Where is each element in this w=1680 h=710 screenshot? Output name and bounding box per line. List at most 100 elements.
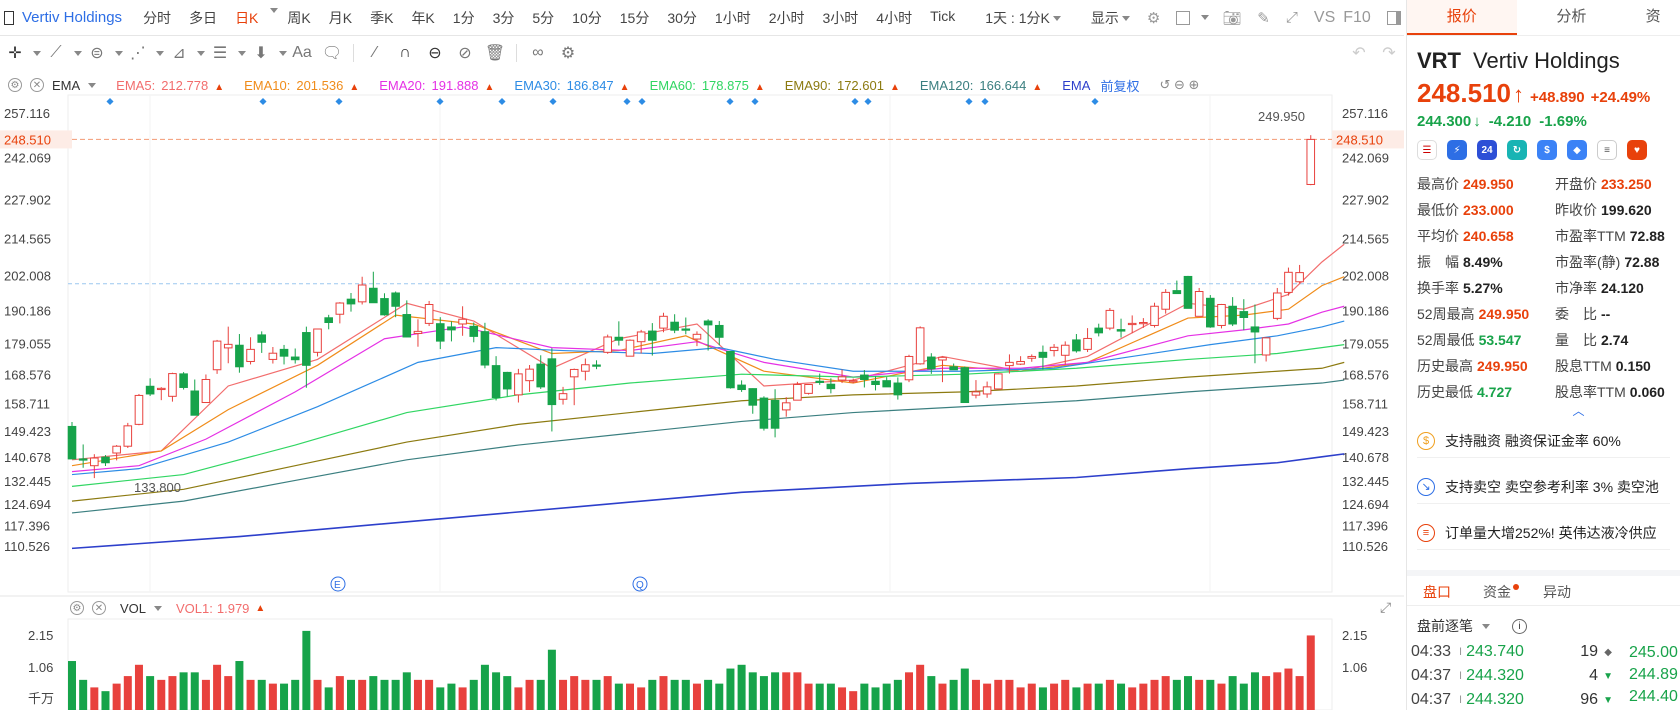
trash-icon[interactable]: 🗑︎ (484, 45, 506, 62)
tab-orderbook[interactable]: 盘口 (1423, 584, 1451, 600)
multi-chart-selector[interactable]: 1天 : 1分K (976, 8, 1070, 28)
dollar-icon[interactable]: $ (1537, 140, 1557, 160)
trendline-icon[interactable]: ⟋ (50, 44, 62, 61)
candle-body (603, 336, 612, 353)
chevron-down-icon[interactable] (33, 50, 41, 56)
indicator-name[interactable]: EMA (52, 77, 81, 93)
chevron-down-icon[interactable] (88, 82, 97, 88)
pencil-icon[interactable]: ✎ (1257, 9, 1270, 27)
ema-legend-item[interactable]: EMA20: 191.888 ▲ (379, 78, 494, 93)
chevron-down-icon[interactable] (74, 50, 82, 56)
timeframe-15[interactable]: 3小时 (822, 9, 859, 26)
tick-title[interactable]: 盘前逐笔 (1417, 618, 1473, 634)
magnet-icon[interactable]: ∩ (399, 44, 411, 61)
chevron-down-icon[interactable] (238, 50, 246, 56)
hide-icon[interactable]: ⊘ (458, 45, 472, 62)
zoom-out-icon[interactable]: ⊖ (1173, 77, 1185, 92)
kline-chart[interactable]: 257.116 257.116 242.069 242.069 227.902 227.9… (0, 69, 1404, 710)
info-icon[interactable]: i (1512, 618, 1527, 634)
volume-bar (402, 672, 411, 710)
expand-icon[interactable]: ⤢ (1285, 9, 1298, 26)
ema-legend-item[interactable]: EMA10: 201.536 ▲ (244, 78, 359, 93)
notice-item[interactable]: ↘ 支持卖空 卖空参考利率 3% 卖空池 (1417, 470, 1670, 504)
timeframe-6[interactable]: 年K (411, 9, 435, 26)
tab-analysis[interactable]: 分析 (1556, 8, 1587, 25)
chevron-down-icon[interactable] (154, 605, 163, 611)
crosshair-icon[interactable]: ✛ (8, 45, 22, 62)
fibonacci-icon[interactable]: ⊿ (172, 45, 186, 62)
gear-icon[interactable]: ⚙ (1146, 9, 1161, 27)
lock-icon[interactable]: ⊖ (428, 45, 442, 62)
chevron-down-icon[interactable] (197, 50, 205, 56)
text-tool-icon[interactable]: Aa (292, 44, 312, 61)
display-menu[interactable]: 显示 (1082, 8, 1139, 28)
f10-button[interactable]: F10 (1343, 8, 1371, 26)
flash-icon[interactable]: ⚡ (1447, 140, 1467, 160)
arrow-down-icon[interactable]: ⬇ (254, 45, 268, 62)
chevron-down-icon[interactable] (115, 50, 123, 56)
timeframe-10[interactable]: 10分 (572, 9, 602, 26)
gann-icon[interactable]: ☰ (212, 45, 228, 62)
tag-icon[interactable]: ◆ (1567, 140, 1587, 160)
link-icon[interactable]: ∞ (532, 44, 544, 61)
timeframe-1[interactable]: 多日 (189, 9, 218, 26)
notice-item[interactable]: ≡ 订单量大增252%! 英伟达液冷供应 (1417, 516, 1670, 550)
zoom-in-icon[interactable]: ⊕ (1188, 77, 1200, 92)
document-icon[interactable]: ≡ (1597, 140, 1617, 160)
chevron-down-icon[interactable] (156, 50, 164, 56)
timeframe-4[interactable]: 月K (328, 9, 353, 26)
timeframe-7[interactable]: 1分 (452, 9, 475, 26)
settings-icon[interactable]: ⚙ (560, 45, 576, 62)
pattern-icon[interactable]: ⋰ (130, 45, 146, 62)
notice-item[interactable]: $ 支持融资 融资保证金率 60% (1417, 424, 1670, 458)
timeframe-3[interactable]: 周K (287, 9, 311, 26)
tab-movement[interactable]: 异动 (1543, 584, 1571, 600)
timeframe-2[interactable]: 日K (235, 9, 259, 26)
ema-legend-item[interactable]: EMA5: 212.778 ▲ (116, 78, 224, 93)
timeframe-16[interactable]: 4小时 (876, 9, 913, 26)
undo-icon[interactable]: ↶ (1352, 45, 1366, 62)
timeframe-14[interactable]: 2小时 (768, 9, 805, 26)
settings-icon[interactable]: ⚙ (70, 601, 84, 615)
us-flag-icon[interactable]: ☰ (1417, 140, 1437, 160)
timeframe-9[interactable]: 5分 (532, 9, 555, 26)
chart-canvas[interactable]: 257.116 257.116 242.069 242.069 227.902 227.9… (0, 69, 1404, 710)
timeframe-13[interactable]: 1小时 (714, 9, 751, 26)
tab-funds[interactable]: 资 (1645, 8, 1661, 25)
timeframe-11[interactable]: 15分 (619, 9, 650, 26)
24h-icon[interactable]: 24 (1477, 140, 1497, 160)
redo-icon[interactable]: ↷ (1382, 45, 1396, 62)
ema-legend-item[interactable]: EMA60: 178.875 ▲ (650, 78, 765, 93)
tab-capital[interactable]: 资金 (1467, 576, 1527, 605)
timeframe-8[interactable]: 3分 (492, 9, 515, 26)
rotate-icon[interactable]: ↺ (1159, 77, 1171, 92)
channel-icon[interactable]: ⊜ (90, 45, 104, 62)
square-icon[interactable] (1176, 9, 1191, 27)
chevron-up-icon[interactable]: ︿ (1572, 404, 1585, 418)
comment-icon[interactable]: 🗨︎ (321, 45, 343, 62)
camera-icon[interactable]: 📷︎ (1222, 9, 1242, 27)
symbol-selector[interactable]: Vertiv Holdings (4, 9, 122, 26)
chevron-down-icon[interactable] (1482, 623, 1490, 629)
adjust-selector[interactable]: 前复权 (1100, 78, 1140, 94)
ema-legend-item[interactable]: EMA (1062, 78, 1090, 93)
ema-legend-item[interactable]: EMA30: 186.847 ▲ (514, 78, 629, 93)
settings-icon[interactable]: ⚙ (8, 78, 22, 92)
timeframe-12[interactable]: 30分 (667, 9, 697, 26)
tab-quote[interactable]: 报价 (1407, 0, 1517, 35)
close-icon[interactable]: ✕ (92, 601, 106, 615)
timeframe-5[interactable]: 季K (370, 9, 394, 26)
chevron-down-icon[interactable] (1201, 15, 1210, 20)
vs-button[interactable]: VS (1313, 8, 1336, 26)
refresh-icon[interactable]: ↻ (1507, 140, 1527, 160)
ema-legend-item[interactable]: EMA120: 166.644 ▲ (920, 78, 1042, 93)
timeframe-17[interactable]: Tick (930, 7, 956, 24)
chevron-down-icon[interactable] (279, 50, 287, 56)
vol-name[interactable]: VOL (120, 600, 147, 616)
ruler-icon[interactable]: ⁄ (373, 44, 377, 61)
ema-legend-item[interactable]: EMA90: 172.601 ▲ (785, 78, 900, 93)
sidebar-toggle-icon[interactable] (1386, 9, 1401, 27)
timeframe-0[interactable]: 分时 (143, 9, 172, 26)
heart-icon[interactable]: ♥ (1627, 140, 1647, 160)
close-icon[interactable]: ✕ (30, 78, 44, 92)
